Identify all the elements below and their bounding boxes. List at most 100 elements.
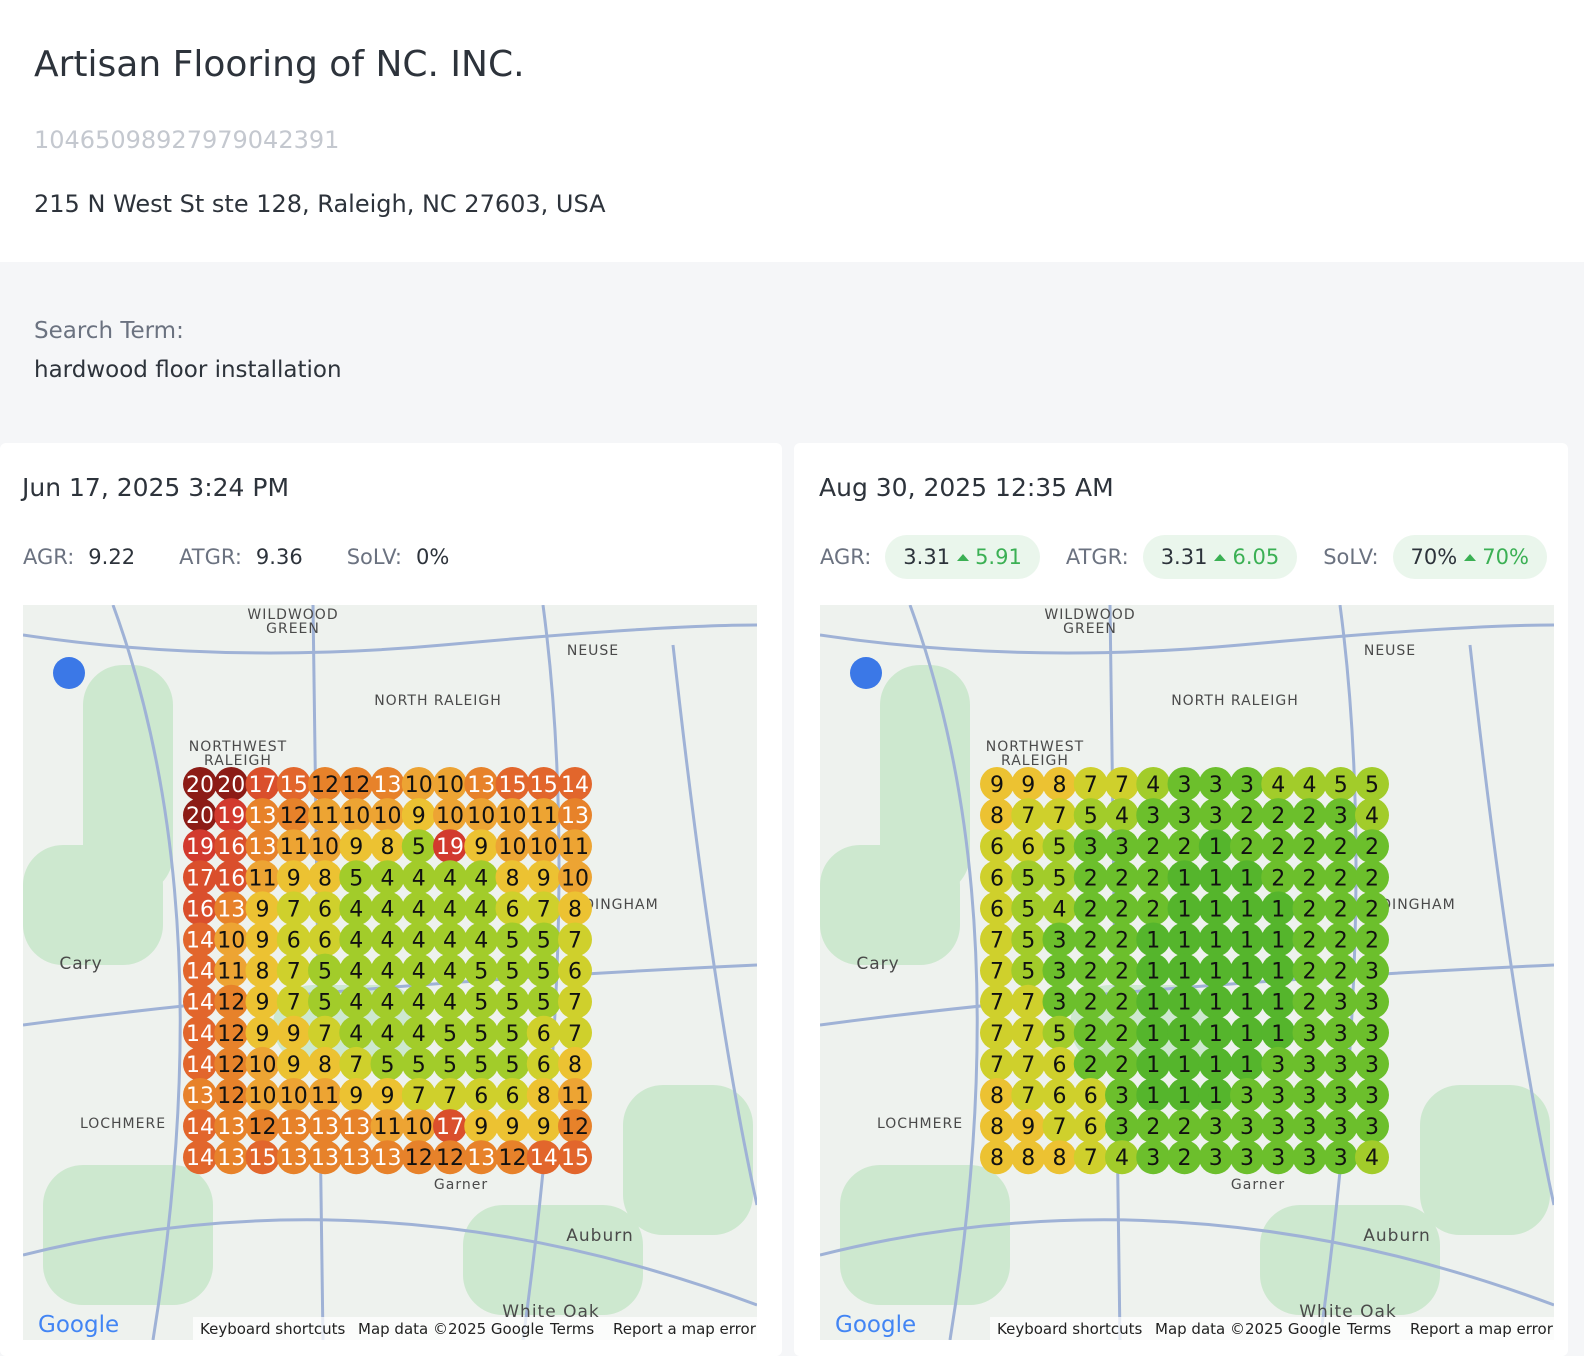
rank-pin xyxy=(526,767,561,801)
rank-pin xyxy=(464,922,499,957)
rank-label: 13 xyxy=(467,773,495,798)
rank-label: 7 xyxy=(537,897,551,922)
map-label: NORTH RALEIGH xyxy=(1171,693,1299,709)
rank-label: 2 xyxy=(1178,1146,1192,1171)
rank-label: 3 xyxy=(1365,960,1379,985)
rank-label: 8 xyxy=(318,866,332,891)
rank-label: 4 xyxy=(349,991,363,1016)
value: 9.36 xyxy=(255,545,303,569)
rank-pin xyxy=(1167,1078,1202,1112)
park xyxy=(623,1085,753,1235)
rank-pin xyxy=(558,1078,592,1112)
rank-pin xyxy=(1042,1109,1077,1144)
rank-pin xyxy=(401,1109,436,1144)
rank-pin xyxy=(339,891,374,926)
rank-pin xyxy=(1230,798,1264,833)
rank-label: 15 xyxy=(561,1146,589,1171)
rank-pin xyxy=(1105,953,1139,988)
rank-label: 2 xyxy=(1084,897,1098,922)
rank-pin xyxy=(1292,984,1327,1019)
rank-pin xyxy=(1355,953,1389,988)
rank-pin xyxy=(1136,860,1171,895)
rank-pin xyxy=(276,953,311,988)
rank-pin xyxy=(308,860,342,895)
rank-label: 9 xyxy=(349,835,363,860)
metric-value: 9.22 xyxy=(88,545,135,569)
rank-label: 14 xyxy=(186,1053,214,1078)
rank-pin xyxy=(276,860,311,895)
rank-label: 4 xyxy=(412,960,426,985)
rank-label: 11 xyxy=(561,1084,589,1109)
rank-label: 2 xyxy=(1303,929,1317,954)
rank-label: 2 xyxy=(1334,929,1348,954)
rank-label: 5 xyxy=(1021,929,1035,954)
rank-label: 2 xyxy=(1146,897,1160,922)
rank-label: 6 xyxy=(990,835,1004,860)
rank-pin xyxy=(183,1078,217,1112)
rank-label: 13 xyxy=(217,1146,245,1171)
rank-label: 4 xyxy=(1271,773,1285,798)
rank-pin xyxy=(1136,798,1171,833)
rank-pin xyxy=(245,798,280,833)
rank-pin xyxy=(464,984,499,1019)
rank-label: 2 xyxy=(1365,866,1379,891)
rank-label: 3 xyxy=(1303,1053,1317,1078)
rank-pin xyxy=(1136,984,1171,1019)
rank-pin xyxy=(245,1015,280,1050)
change-value: 5.91 xyxy=(975,545,1022,569)
map-label: RALEIGH xyxy=(1001,753,1069,769)
rank-pin xyxy=(1323,1046,1358,1081)
rank-label: 13 xyxy=(311,1146,339,1171)
rank-label: 10 xyxy=(311,835,339,860)
rank-pin xyxy=(1261,922,1296,957)
road xyxy=(23,1218,757,1307)
rank-label: 1 xyxy=(1271,929,1285,954)
rank-pin xyxy=(1198,860,1233,895)
rank-pin xyxy=(214,891,249,926)
rank-pin xyxy=(1073,922,1108,957)
rank-label: 8 xyxy=(1021,1146,1035,1171)
rank-label: 12 xyxy=(217,1053,245,1078)
rank-label: 4 xyxy=(381,960,395,985)
rank-label: 8 xyxy=(537,1084,551,1109)
rank-label: 4 xyxy=(443,866,457,891)
rank-label: 5 xyxy=(1053,1022,1067,1047)
rank-pin xyxy=(1167,798,1202,833)
rank-pin xyxy=(1292,1140,1327,1175)
scan-card: Jun 17, 2025 3:24 PM AGR: 9.22 ATGR: 9.36 SoL… xyxy=(0,443,782,1356)
rank-pin xyxy=(214,1140,249,1175)
rank-pin xyxy=(1073,953,1108,988)
rank-label: 7 xyxy=(1021,804,1035,829)
rank-label: 12 xyxy=(342,773,370,798)
rank-label: 3 xyxy=(1240,1115,1254,1140)
value: 0% xyxy=(416,545,450,569)
rank-label: 4 xyxy=(474,897,488,922)
rank-pin xyxy=(1073,1046,1108,1081)
rank-label: 6 xyxy=(506,897,520,922)
rank-pin xyxy=(1105,1046,1139,1081)
rank-pin xyxy=(495,1046,530,1081)
rank-label: 4 xyxy=(1146,773,1160,798)
rank-label: 10 xyxy=(405,773,433,798)
rank-label: 2 xyxy=(1240,835,1254,860)
rank-pin xyxy=(1136,891,1171,926)
metric-value: 0% xyxy=(416,545,449,569)
change: 70% xyxy=(1463,545,1529,569)
rank-label: 13 xyxy=(374,773,402,798)
rank-pin xyxy=(980,767,1014,801)
rank-label: 14 xyxy=(186,1146,214,1171)
rank-pin xyxy=(1230,1109,1264,1144)
rank-label: 5 xyxy=(537,991,551,1016)
rank-pin xyxy=(214,922,249,957)
rank-pin xyxy=(1073,1078,1108,1112)
rank-pin xyxy=(1355,922,1389,957)
rank-label: 8 xyxy=(506,866,520,891)
rank-pin xyxy=(1042,953,1077,988)
rank-label: 3 xyxy=(1115,1084,1129,1109)
rank-label: 5 xyxy=(506,929,520,954)
rank-pin xyxy=(1011,1109,1046,1144)
rank-pin xyxy=(1355,829,1389,864)
rank-label: 5 xyxy=(1365,773,1379,798)
rank-label: 8 xyxy=(990,1115,1004,1140)
rank-pin xyxy=(276,1109,311,1144)
